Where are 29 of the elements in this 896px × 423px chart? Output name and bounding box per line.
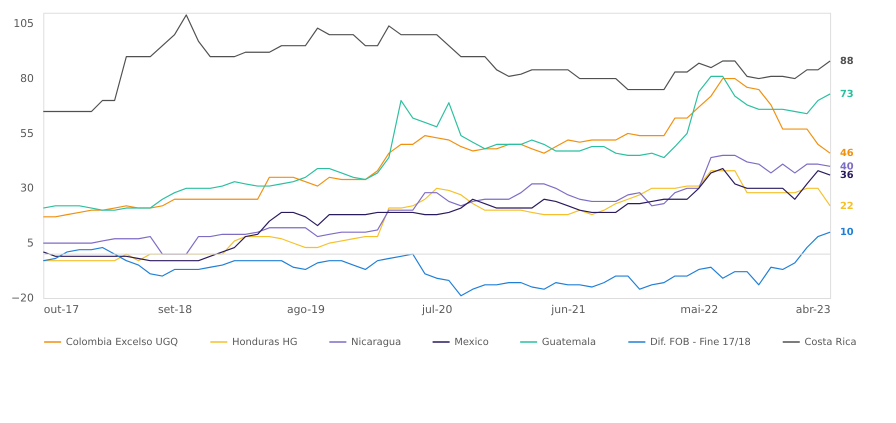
line-series	[42, 154, 831, 255]
y-tick-label: 5	[27, 236, 34, 250]
y-tick-label: 30	[20, 182, 34, 195]
legend-label: Dif. FOB - Fine 17/18	[650, 336, 751, 348]
legend-label: Nicaragua	[351, 336, 402, 348]
x-tick-label: mai-22	[680, 303, 718, 316]
legend-label: Mexico	[454, 336, 489, 348]
data-label: 88	[840, 56, 854, 67]
x-tick-label: jun-21	[550, 303, 586, 316]
x-tick-label: set-18	[158, 303, 192, 316]
data-label: 10	[840, 227, 854, 238]
data-label: 73	[840, 88, 854, 100]
legend-label: Costa Rica	[804, 336, 857, 348]
line-series	[42, 232, 831, 296]
legend-label: Guatemala	[542, 336, 596, 348]
legend-label: Colombia Excelso UGQ	[66, 336, 178, 348]
data-label: 46	[840, 148, 854, 160]
x-tick-label: abr-23	[796, 303, 831, 316]
data-label: 22	[840, 200, 854, 212]
y-tick-label: 80	[20, 72, 34, 86]
y-tick-label: 55	[20, 126, 34, 140]
line-series	[42, 14, 831, 112]
y-tick-label: −20	[11, 291, 34, 304]
data-label: 36	[840, 170, 854, 182]
x-tick-label: ago-19	[286, 303, 325, 316]
y-tick-label: 105	[13, 17, 34, 30]
legend-label: Honduras HG	[232, 336, 298, 348]
x-tick-label: out-17	[44, 303, 80, 316]
x-tick-label: jul-20	[420, 303, 453, 316]
